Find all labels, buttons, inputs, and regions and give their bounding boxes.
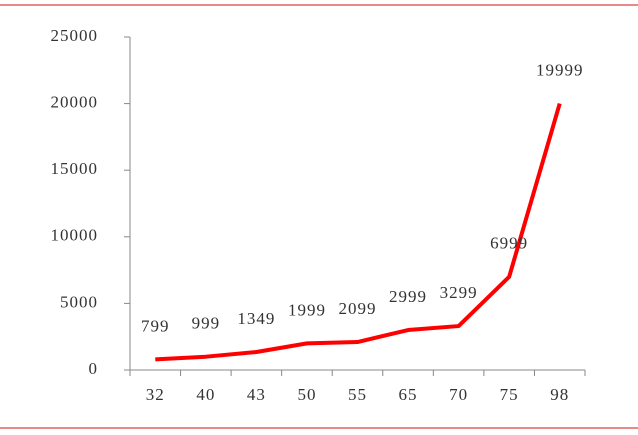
y-tick-label: 15000 — [51, 159, 99, 178]
data-label: 999 — [192, 314, 221, 333]
x-tick-label: 50 — [297, 385, 316, 404]
data-label: 6999 — [490, 234, 528, 253]
y-tick-label: 10000 — [51, 226, 99, 245]
x-tick-label: 75 — [500, 385, 519, 404]
y-tick-label: 20000 — [51, 93, 99, 112]
y-tick-label: 0 — [89, 359, 99, 378]
x-tick-label: 43 — [247, 385, 266, 404]
data-label: 3299 — [440, 283, 478, 302]
data-label: 2099 — [339, 299, 377, 318]
y-tick-label: 25000 — [51, 26, 99, 45]
x-tick-label: 55 — [348, 385, 367, 404]
data-label: 19999 — [536, 61, 584, 80]
x-tick-label: 32 — [146, 385, 165, 404]
x-tick-label: 40 — [196, 385, 215, 404]
y-tick-label: 5000 — [60, 292, 98, 311]
data-label: 799 — [141, 316, 170, 335]
data-label: 2999 — [389, 287, 427, 306]
data-label: 1349 — [237, 309, 275, 328]
x-tick-label: 70 — [449, 385, 468, 404]
x-tick-label: 65 — [399, 385, 418, 404]
x-tick-label: 98 — [550, 385, 569, 404]
data-label: 1999 — [288, 300, 326, 319]
data-line — [155, 103, 562, 362]
